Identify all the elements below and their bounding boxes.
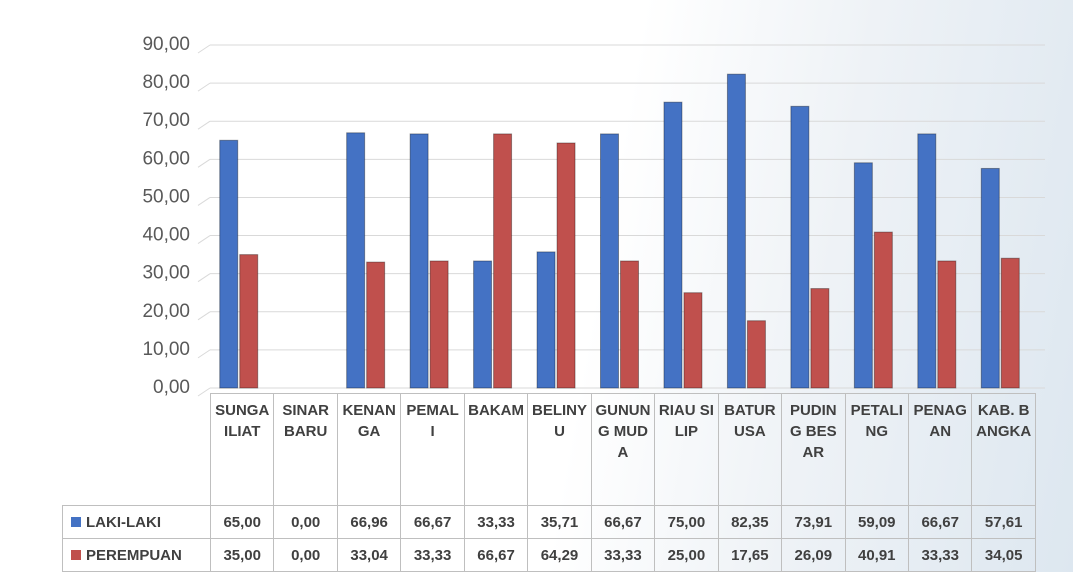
- grid-line-depth: [197, 235, 211, 244]
- category-row: SUNGAILIAT SINAR BARU KENANGA PEMALI BAKAM BE…: [63, 393, 1036, 506]
- bar: [219, 139, 239, 389]
- data-label: 33,33: [907, 538, 973, 572]
- legend-swatch: [71, 549, 81, 560]
- y-tick-label: 30,00: [142, 263, 190, 284]
- bar: [429, 260, 449, 389]
- x-tick-label: BATURUSA: [717, 393, 783, 506]
- data-label: 35,71: [527, 505, 592, 539]
- data-label: 33,04: [336, 538, 402, 572]
- grid-line-depth: [197, 120, 211, 130]
- data-label: 33,33: [400, 538, 465, 572]
- bar: [473, 260, 493, 389]
- data-label: 34,05: [971, 538, 1036, 572]
- data-label: 66,67: [463, 538, 529, 572]
- bar: [239, 254, 259, 389]
- grid-line-depth: [197, 82, 211, 92]
- x-tick-label: BAKAM: [463, 393, 529, 506]
- x-tick-label: PETALING: [844, 393, 909, 506]
- data-label: 57,61: [971, 505, 1036, 539]
- data-label: 0,00: [273, 538, 338, 572]
- bar: [366, 261, 386, 389]
- y-tick-label: 10,00: [142, 339, 190, 360]
- bar: [937, 260, 957, 389]
- data-label: 33,33: [590, 538, 656, 572]
- y-tick-label: 60,00: [142, 148, 190, 169]
- x-tick-label: PENAGAN: [907, 393, 973, 506]
- data-label: 26,09: [781, 538, 846, 572]
- bar: [873, 231, 893, 389]
- x-tick-label: BELINYU: [527, 393, 592, 506]
- data-label: 66,96: [336, 505, 402, 539]
- bar: [536, 251, 556, 389]
- x-tick-label: SUNGAILIAT: [209, 393, 275, 506]
- x-tick-label: GUNUNG MUDA: [590, 393, 656, 506]
- y-tick-label: 0,00: [153, 377, 190, 398]
- data-table: SUNGAILIAT SINAR BARU KENANGA PEMALI BAKAM BE…: [62, 393, 1036, 572]
- grid-line-depth: [197, 311, 211, 321]
- x-tick-label: SINAR BARU: [273, 393, 338, 506]
- y-tick-label: 20,00: [142, 301, 190, 322]
- bar: [493, 133, 513, 389]
- y-tick-label: 90,00: [142, 34, 190, 55]
- x-tick-label: PEMALI: [400, 393, 465, 506]
- y-tick-label: 80,00: [142, 72, 190, 93]
- data-label: 59,09: [844, 505, 909, 539]
- series-row: LAKI-LAKI 65,00 0,00 66,96 66,67 33,33 35,71 66…: [62, 505, 1036, 539]
- data-label: 40,91: [844, 538, 909, 572]
- data-label: 73,91: [781, 505, 846, 539]
- blank-cell: [63, 394, 211, 506]
- legend-entry: PEREMPUAN: [62, 538, 211, 572]
- legend-label: PEREMPUAN: [86, 546, 182, 564]
- bar: [663, 101, 683, 389]
- bar: [1000, 257, 1020, 389]
- data-label: 75,00: [654, 505, 719, 539]
- bar: [620, 260, 639, 389]
- grid-line-depth: [197, 158, 211, 168]
- y-tick-label: 50,00: [142, 186, 190, 207]
- data-label: 82,35: [717, 505, 783, 539]
- data-label: 66,67: [400, 505, 465, 539]
- legend-label: LAKI-LAKI: [86, 513, 161, 531]
- data-label: 33,33: [463, 505, 529, 539]
- bar: [409, 133, 429, 389]
- series-row: PEREMPUAN 35,00 0,00 33,04 33,33 66,67 64,29 33…: [62, 538, 1036, 572]
- x-tick-label: RIAU SILIP: [654, 393, 719, 506]
- grid-line-depth: [197, 197, 211, 206]
- x-tick-label: PUDING BESAR: [781, 393, 846, 506]
- legend-entry: LAKI-LAKI: [62, 505, 211, 539]
- bar: [600, 133, 619, 389]
- bar: [810, 288, 830, 389]
- y-tick-label: 70,00: [142, 110, 190, 131]
- grid-line-depth: [197, 349, 211, 359]
- bar: [346, 132, 366, 389]
- x-tick-label: KENANGA: [336, 393, 402, 506]
- grid-line-depth: [197, 387, 211, 397]
- bar: [746, 320, 766, 389]
- data-label: 64,29: [527, 538, 592, 572]
- legend-swatch: [71, 516, 81, 527]
- data-label: 35,00: [209, 538, 275, 572]
- bar: [790, 105, 810, 389]
- x-tick-label: KAB. BANGKA: [971, 393, 1036, 506]
- bar: [683, 292, 703, 389]
- bar: [726, 73, 746, 389]
- data-label: 17,65: [717, 538, 783, 572]
- data-label: 25,00: [654, 538, 719, 572]
- data-label: 0,00: [273, 505, 338, 539]
- y-tick-label: 40,00: [142, 225, 190, 246]
- bar: [853, 162, 873, 389]
- bar: [917, 133, 937, 389]
- data-label: 65,00: [209, 505, 275, 539]
- grid-line-depth: [197, 273, 211, 283]
- data-label: 66,67: [907, 505, 973, 539]
- data-label: 66,67: [590, 505, 656, 539]
- bar: [980, 167, 1000, 389]
- grid-line-depth: [197, 44, 211, 54]
- bar: [556, 142, 576, 389]
